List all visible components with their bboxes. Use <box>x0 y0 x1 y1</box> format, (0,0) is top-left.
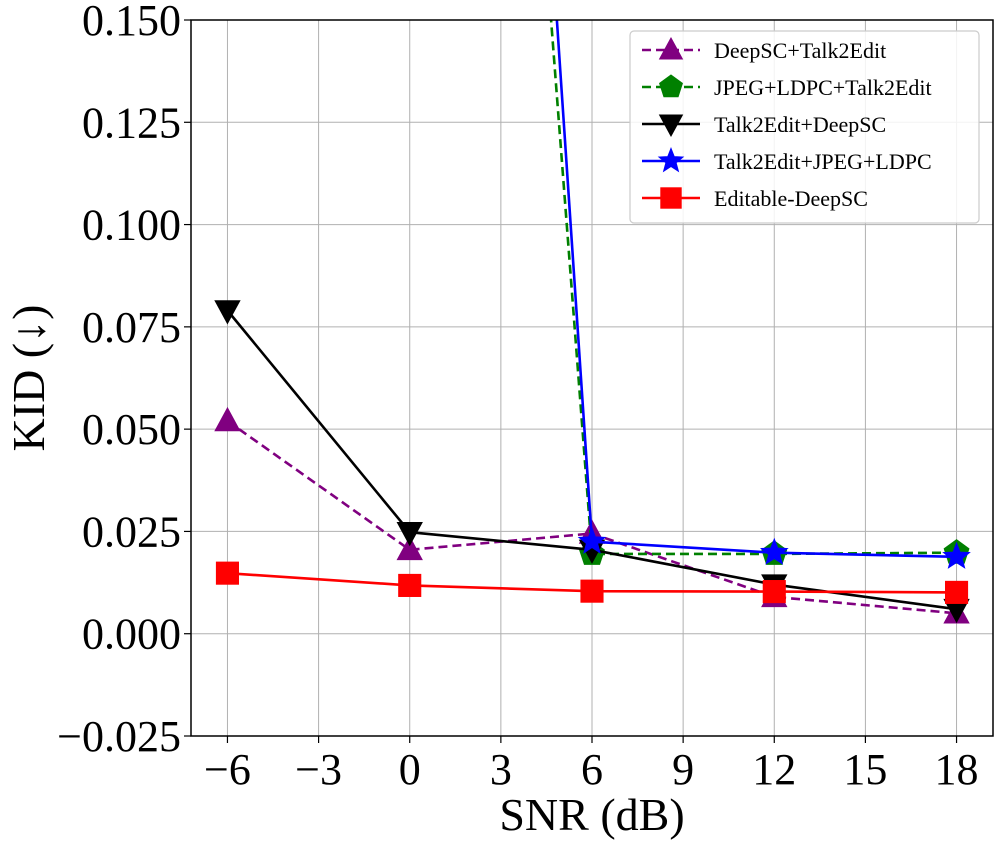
series-line-talk2edit-jpeg-ldpc <box>555 20 957 559</box>
data-point-talk2edit-jpeg-ldpc <box>942 541 971 569</box>
legend: DeepSC+Talk2Edit JPEG+LDPC+Talk2Edit Talk2… <box>629 30 980 224</box>
y-tick-label-0-150: 0.150 <box>82 0 181 45</box>
data-point-deepsc-talk2edit <box>396 535 423 561</box>
x-tick-label-3: 3 <box>490 745 512 794</box>
data-point-editable-deepsc <box>398 573 422 597</box>
legend-label-talk2edit-jpeg-ldpc: Talk2Edit+JPEG+LDPC <box>714 149 932 174</box>
legend-item-editable-deepsc: Editable-DeepSC <box>642 186 868 211</box>
y-axis-title: KID (↓) <box>3 305 54 452</box>
legend-label-jpeg-ldpc-talk2edit: JPEG+LDPC+Talk2Edit <box>714 75 932 100</box>
data-point-talk2edit-deepsc <box>214 300 241 325</box>
data-point-talk2edit-deepsc <box>396 521 423 547</box>
data-point-editable-deepsc <box>215 561 240 585</box>
legend-marker-talk2edit-jpeg-ldpc <box>657 147 685 173</box>
x-tick-label-minus-6: −6 <box>204 745 251 794</box>
series-talk2edit-jpeg-ldpc <box>555 20 971 569</box>
x-tick-label-6: 6 <box>581 745 603 794</box>
legend-marker-editable-deepsc <box>660 187 682 209</box>
y-tick-label-0-125: 0.125 <box>82 98 181 147</box>
x-axis-title: SNR (dB) <box>499 789 684 840</box>
x-tick-label-15: 15 <box>843 745 887 794</box>
x-tick-label-0: 0 <box>399 745 421 794</box>
legend-item-deepsc-talk2edit: DeepSC+Talk2Edit <box>642 36 886 63</box>
legend-item-jpeg-ldpc-talk2edit: JPEG+LDPC+Talk2Edit <box>642 74 932 100</box>
y-tick-label-0-000: 0.000 <box>82 610 181 659</box>
legend-marker-talk2edit-deepsc <box>658 114 684 138</box>
axis-ticks: −6 −3 0 3 6 9 12 15 18 −0.025 0.000 0.025 0.050 0.075… <box>57 0 978 794</box>
legend-label-editable-deepsc: Editable-DeepSC <box>714 186 868 211</box>
y-tick-label-0-100: 0.100 <box>82 201 181 250</box>
x-tick-label-minus-3: −3 <box>295 745 342 794</box>
y-tick-label-0-025: 0.025 <box>82 507 181 556</box>
series-editable-deepsc <box>215 561 969 604</box>
y-tick-label-0-050: 0.050 <box>82 405 181 454</box>
legend-item-talk2edit-jpeg-ldpc: Talk2Edit+JPEG+LDPC <box>642 147 932 174</box>
data-point-editable-deepsc <box>580 579 604 603</box>
legend-frame <box>629 30 980 224</box>
legend-marker-jpeg-ldpc-talk2edit <box>659 74 683 98</box>
x-tick-label-18: 18 <box>935 745 979 794</box>
legend-item-talk2edit-deepsc: Talk2Edit+DeepSC <box>642 112 886 138</box>
data-point-editable-deepsc <box>762 580 786 604</box>
y-tick-label-0-075: 0.075 <box>82 303 181 352</box>
series-layer <box>214 20 971 624</box>
data-point-editable-deepsc <box>944 580 969 604</box>
y-tick-label-minus-0-025: −0.025 <box>57 712 181 761</box>
data-point-deepsc-talk2edit <box>214 406 241 432</box>
legend-label-deepsc-talk2edit: DeepSC+Talk2Edit <box>714 38 886 63</box>
data-point-talk2edit-jpeg-ldpc <box>577 526 607 554</box>
series-line-jpeg-ldpc-talk2edit <box>549 20 957 556</box>
x-tick-label-9: 9 <box>672 745 694 794</box>
x-tick-label-12: 12 <box>752 745 796 794</box>
legend-label-talk2edit-deepsc: Talk2Edit+DeepSC <box>714 112 886 137</box>
legend-marker-deepsc-talk2edit <box>658 36 684 60</box>
data-point-talk2edit-jpeg-ldpc <box>759 537 789 565</box>
